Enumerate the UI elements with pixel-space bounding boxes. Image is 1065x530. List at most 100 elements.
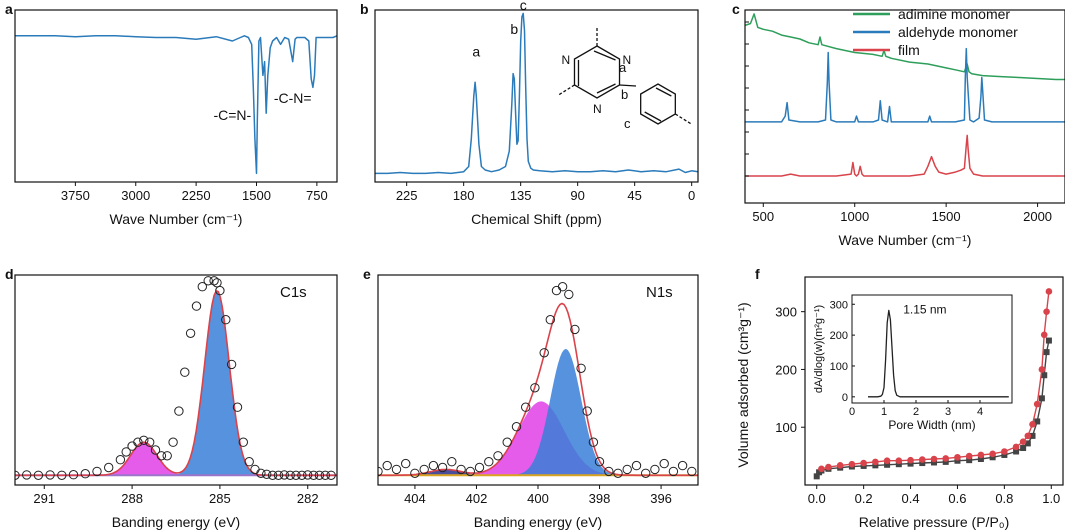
double-bond <box>593 50 616 61</box>
series-group <box>15 35 337 175</box>
data-point <box>150 445 161 455</box>
inset-chart: 0 1 2 3 4 0 100 200 300 Pore Width (nm) dA/dlog(w)… <box>813 294 1013 432</box>
data-point <box>33 470 44 480</box>
x-tick-label: 750 <box>306 188 328 203</box>
data-point <box>437 462 448 473</box>
double-bond <box>596 83 616 94</box>
inset-series-line <box>868 309 1009 398</box>
data-point <box>907 460 914 467</box>
x-tick-label: 0.0 <box>808 491 826 506</box>
data-point <box>493 451 503 461</box>
legend-label: film <box>898 42 920 58</box>
data-point <box>1029 421 1036 428</box>
fit-component <box>378 401 698 476</box>
data-point <box>942 458 949 465</box>
plot-frame <box>14 274 338 486</box>
data-point <box>378 466 383 477</box>
data-point <box>530 383 540 393</box>
data-point <box>687 466 697 477</box>
data-point <box>250 464 260 475</box>
data-point <box>594 457 605 467</box>
core-level-label: C1s <box>280 284 307 301</box>
data-point <box>382 460 392 471</box>
x-tick-label: 180 <box>453 188 475 203</box>
data-point <box>221 315 231 325</box>
x-tick-label: 500 <box>752 209 774 224</box>
inset-x-tick-label: 1 <box>881 406 887 418</box>
double-bond <box>655 87 672 97</box>
data-point <box>215 285 225 296</box>
series-group <box>15 276 337 480</box>
x-tick-label: 402 <box>466 491 488 506</box>
data-point <box>965 452 973 460</box>
data-point <box>45 470 55 480</box>
x-tick-label: 404 <box>404 491 426 506</box>
inset-y-axis-label: dA/dlog(w)(m²g⁻¹) <box>813 305 825 393</box>
data-point <box>410 468 420 478</box>
data-point <box>262 469 272 479</box>
inset-y-tick-label: 300 <box>830 299 848 311</box>
data-point <box>1012 443 1020 451</box>
x-tick-label: 225 <box>396 188 418 203</box>
chart-panel-d: 291 288 285 282 Banding energy (eV) C1s d <box>5 266 338 530</box>
data-point <box>326 470 336 480</box>
data-point <box>456 464 466 475</box>
inset-y-tick-label: 0 <box>842 392 848 404</box>
data-point <box>244 457 254 467</box>
x-tick-label: 288 <box>121 491 143 506</box>
x-tick-label: 400 <box>527 491 549 506</box>
inset-x-tick-label: 3 <box>945 406 951 418</box>
atom-label: N <box>623 53 632 67</box>
data-point <box>1020 445 1027 452</box>
series-line <box>375 12 698 175</box>
series-line <box>745 47 1065 123</box>
x-tick-label: 3000 <box>121 188 150 203</box>
x-tick-label: 1500 <box>242 188 271 203</box>
x-tick-label: 0.2 <box>855 491 873 506</box>
data-point <box>267 470 278 480</box>
structure-label: b <box>621 87 628 102</box>
data-point <box>588 437 599 447</box>
y-axis-label: Volume adsorbed (cm³g⁻¹) <box>735 302 751 467</box>
data-point <box>92 466 102 477</box>
data-point <box>818 465 825 473</box>
x-tick-label: 1.0 <box>1042 491 1060 506</box>
data-point <box>115 455 126 465</box>
y-tick-label: 300 <box>775 305 797 320</box>
panel-label: c <box>732 1 740 17</box>
dashed-bond <box>674 113 692 125</box>
double-bond <box>644 111 662 122</box>
fit-component <box>15 290 337 476</box>
data-point <box>977 456 984 462</box>
data-point <box>677 460 688 471</box>
x-tick-label: 398 <box>589 491 611 506</box>
data-point <box>447 457 457 467</box>
inset-y-tick-label: 100 <box>830 361 848 373</box>
inset-x-tick-label: 2 <box>913 406 919 418</box>
data-point <box>320 470 330 480</box>
data-point <box>930 455 938 463</box>
inset-x-tick-label: 0 <box>849 406 855 418</box>
chart-panel-f: 0.0 0.2 0.4 0.6 0.8 1.0 Relative pressure (P/P… <box>735 266 1064 530</box>
plot-frame <box>374 9 699 183</box>
data-point <box>57 470 67 480</box>
x-axis-label: Banding energy (eV) <box>474 514 602 530</box>
data-point <box>1001 451 1008 458</box>
data-point <box>180 367 190 377</box>
data-point <box>659 458 669 469</box>
x-axis-label: Relative pressure (P/P₀) <box>859 514 1010 530</box>
data-point <box>954 453 961 461</box>
x-tick-label: 1500 <box>932 209 961 224</box>
data-point <box>303 470 313 480</box>
data-point <box>1019 438 1027 445</box>
data-point <box>907 456 914 464</box>
phenyl-link <box>619 84 637 87</box>
series-group <box>813 288 1053 480</box>
y-tick-label: 200 <box>775 362 797 377</box>
data-point <box>308 470 319 480</box>
data-point <box>836 462 844 469</box>
fit-component <box>15 442 337 476</box>
data-point <box>977 451 985 459</box>
data-point <box>391 464 402 475</box>
data-point <box>895 461 902 468</box>
